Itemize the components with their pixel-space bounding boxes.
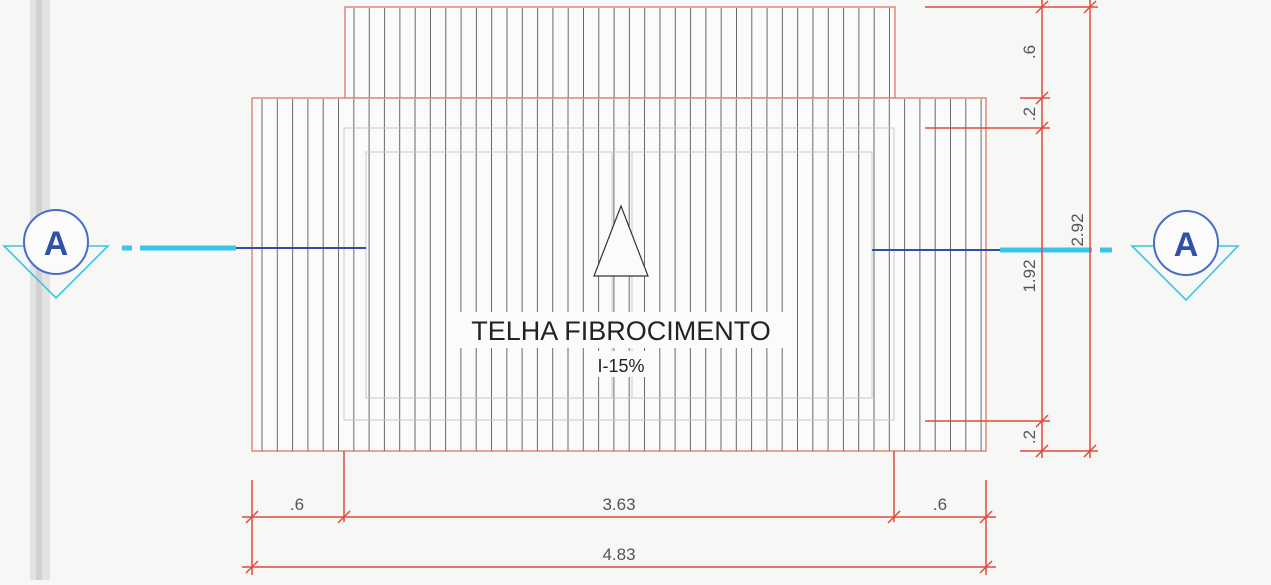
section-cut-line (122, 245, 1112, 253)
right-dimensions (925, 0, 1098, 458)
section-mark-label: A (44, 225, 69, 263)
section-circle-icon (23, 209, 89, 275)
dim-bottom-middle: 3.63 (602, 495, 635, 514)
tick-mark (979, 560, 993, 574)
tick-mark (979, 510, 993, 524)
tick-mark (1035, 0, 1049, 14)
bottom-dimensions (242, 451, 996, 575)
tick-mark (1035, 121, 1049, 135)
dim-bottom-left: .6 (290, 495, 304, 514)
tick-mark (1035, 91, 1049, 105)
tick-mark (1083, 444, 1097, 458)
tick-mark (337, 510, 351, 524)
dim-right-upper-gap: .2 (1020, 107, 1039, 121)
dim-bottom-total: 4.83 (602, 545, 635, 564)
slope-arrow-icon (593, 204, 649, 277)
upper-roof-hatch (353, 8, 890, 98)
tick-mark (1035, 444, 1049, 458)
tick-mark (887, 510, 901, 524)
inner-wall-outline (365, 151, 873, 399)
dim-right-middle: 1.92 (1020, 259, 1039, 292)
dim-right-total: 2.92 (1068, 213, 1087, 246)
main-roof: TELHA FIBROCIMENTO I-15% (251, 97, 987, 452)
tick-mark (1035, 414, 1049, 428)
slope-background (588, 351, 658, 377)
title-background (452, 312, 794, 348)
section-mark-label: A (1174, 226, 1199, 264)
tick-mark (1083, 0, 1097, 14)
section-marker-left: A (2, 209, 110, 300)
roof-title: TELHA FIBROCIMENTO (471, 316, 771, 346)
dim-bottom-right: .6 (933, 495, 947, 514)
wall-outline (343, 127, 895, 421)
upper-roof-section (344, 6, 896, 99)
upper-roof-outline (344, 6, 896, 99)
main-roof-hatch (261, 99, 982, 451)
tick-mark (245, 560, 259, 574)
dim-right-lower-gap: .2 (1020, 430, 1039, 444)
roof-slope: I-15% (597, 356, 644, 376)
tick-mark (245, 510, 259, 524)
section-marker-right: A (1130, 210, 1240, 302)
paper-edge-line (36, 0, 42, 580)
dim-right-top: .6 (1020, 45, 1039, 59)
section-circle-icon (1153, 210, 1219, 276)
